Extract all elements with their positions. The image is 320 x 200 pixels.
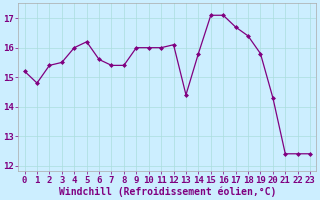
- X-axis label: Windchill (Refroidissement éolien,°C): Windchill (Refroidissement éolien,°C): [59, 186, 276, 197]
